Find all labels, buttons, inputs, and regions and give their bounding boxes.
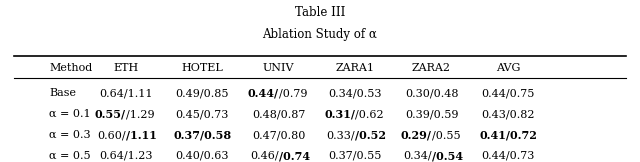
Text: /0.55: /0.55 (431, 130, 460, 140)
Text: /0.74: /0.74 (278, 150, 310, 162)
Text: 0.37/0.58: 0.37/0.58 (173, 130, 231, 141)
Text: α = 0.5: α = 0.5 (49, 151, 91, 161)
Text: 0.44/0.73: 0.44/0.73 (481, 151, 534, 161)
Text: UNIV: UNIV (263, 63, 294, 73)
Text: 0.44/: 0.44/ (248, 88, 278, 99)
Text: 0.39/0.59: 0.39/0.59 (404, 109, 458, 119)
Text: 0.34/: 0.34/ (403, 151, 431, 161)
Text: 0.33/: 0.33/ (326, 130, 355, 140)
Text: 0.34/0.53: 0.34/0.53 (328, 88, 382, 98)
Text: Method: Method (49, 63, 92, 73)
Text: /0.79: /0.79 (278, 88, 307, 98)
Text: 0.47/0.80: 0.47/0.80 (252, 130, 305, 140)
Text: HOTEL: HOTEL (181, 63, 223, 73)
Text: Ablation Study of α: Ablation Study of α (262, 28, 378, 41)
Text: 0.64/1.23: 0.64/1.23 (99, 151, 152, 161)
Text: 0.43/0.82: 0.43/0.82 (481, 109, 535, 119)
Text: /1.29: /1.29 (125, 109, 154, 119)
Text: 0.29/: 0.29/ (401, 130, 431, 141)
Text: 0.64/1.11: 0.64/1.11 (99, 88, 152, 98)
Text: 0.48/0.87: 0.48/0.87 (252, 109, 305, 119)
Text: ZARA1: ZARA1 (335, 63, 374, 73)
Text: 0.40/0.63: 0.40/0.63 (175, 151, 229, 161)
Text: /1.11: /1.11 (125, 130, 157, 141)
Text: 0.45/0.73: 0.45/0.73 (175, 109, 229, 119)
Text: 0.30/0.48: 0.30/0.48 (404, 88, 458, 98)
Text: Base: Base (49, 88, 76, 98)
Text: 0.55/: 0.55/ (95, 109, 125, 120)
Text: 0.37/0.55: 0.37/0.55 (328, 151, 381, 161)
Text: 0.60/: 0.60/ (97, 130, 125, 140)
Text: 0.46/: 0.46/ (250, 151, 278, 161)
Text: ZARA2: ZARA2 (412, 63, 451, 73)
Text: 0.31/: 0.31/ (324, 109, 355, 120)
Text: Table III: Table III (295, 6, 345, 19)
Text: ETH: ETH (113, 63, 138, 73)
Text: AVG: AVG (496, 63, 520, 73)
Text: /0.52: /0.52 (355, 130, 386, 141)
Text: 0.44/0.75: 0.44/0.75 (481, 88, 534, 98)
Text: 0.41/0.72: 0.41/0.72 (479, 130, 537, 141)
Text: /0.54: /0.54 (431, 150, 463, 162)
Text: α = 0.3: α = 0.3 (49, 130, 91, 140)
Text: 0.49/0.85: 0.49/0.85 (175, 88, 229, 98)
Text: α = 0.1: α = 0.1 (49, 109, 91, 119)
Text: /0.62: /0.62 (355, 109, 383, 119)
